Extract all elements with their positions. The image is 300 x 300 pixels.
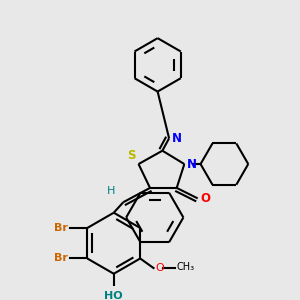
- Text: O: O: [155, 263, 164, 273]
- Text: N: N: [187, 158, 197, 171]
- Text: CH₃: CH₃: [176, 262, 195, 272]
- Text: Br: Br: [54, 223, 68, 233]
- Text: Br: Br: [54, 254, 68, 263]
- Text: HO: HO: [104, 291, 123, 300]
- Text: H: H: [107, 187, 116, 196]
- Text: O: O: [201, 192, 211, 205]
- Text: N: N: [172, 132, 182, 145]
- Text: S: S: [127, 149, 136, 162]
